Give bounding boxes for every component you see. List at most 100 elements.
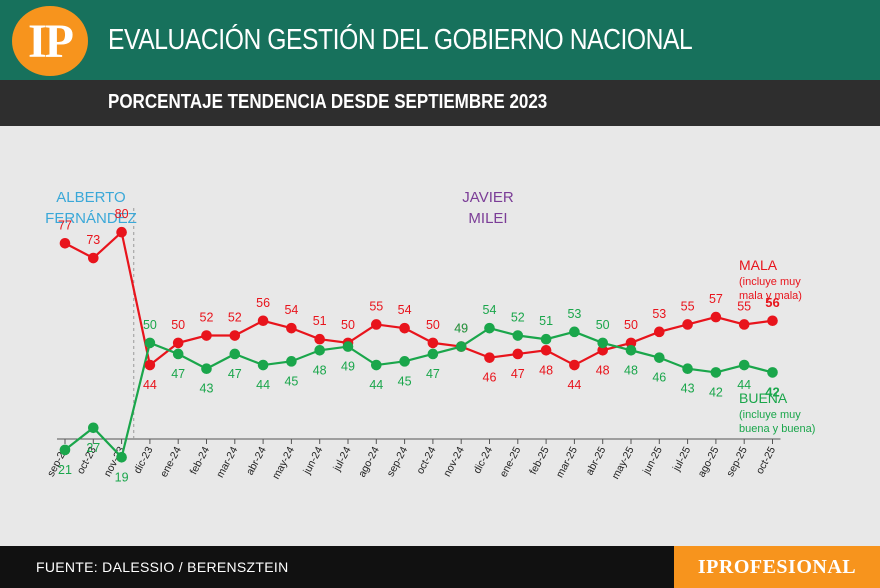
data-point-buena [59,444,71,456]
series-line-mala [64,230,773,367]
data-point-mala [682,319,693,330]
x-tick-label: abr-24 [244,445,269,478]
data-label-buena: 50 [596,318,610,332]
legend-buena-note: (incluye muy [739,409,801,421]
legend-mala-title: MALA [739,257,778,273]
data-point-mala [427,337,439,349]
x-tick-label: mar-25 [554,445,580,480]
x-tick-label: dic-24 [471,445,495,476]
data-label-mala: 73 [86,233,100,247]
data-point-mala [710,311,722,323]
data-label-mala: 50 [341,318,355,332]
data-label-buena: 53 [567,307,581,321]
legend-mala-note: (incluye muy [739,276,801,288]
data-label-mala: 53 [652,307,666,321]
data-point-buena [767,367,778,378]
x-tick-label: sep-25 [724,445,750,479]
data-point-buena [201,363,212,375]
source-text: FUENTE: DALESSIO / BERENSZTEIN [36,559,289,575]
data-point-buena [371,359,382,371]
iprofesional-logo: IP [12,6,88,76]
brand-box: IPROFESIONAL [674,546,880,588]
data-label-mala: 44 [567,378,581,392]
data-point-buena [540,333,552,345]
data-point-mala [172,337,184,349]
data-label-buena: 44 [737,378,751,392]
data-label-buena: 49 [454,322,468,336]
x-tick-label: ago-25 [696,445,722,480]
data-point-buena [229,348,241,360]
data-point-buena [455,341,467,352]
data-label-buena: 51 [539,314,553,328]
data-point-mala [286,322,297,334]
data-point-mala [116,226,127,238]
chart-series-layer [59,226,778,463]
data-point-buena [710,367,722,378]
data-point-buena [597,337,608,349]
data-point-buena [116,451,127,463]
legend-mala-note: mala y mala) [739,290,802,302]
data-point-buena [654,352,665,363]
data-point-buena [738,359,750,371]
data-point-buena [342,341,354,352]
data-label-buena: 48 [313,363,327,377]
data-point-mala [229,330,241,341]
brand-logo-text: IPROFESIONAL [697,555,857,578]
data-label-mala: 55 [369,299,383,313]
data-label-mala: 50 [171,318,185,332]
data-point-mala [512,348,524,360]
page-subtitle: PORCENTAJE TENDENCIA DESDE SEPTIEMBRE 20… [108,91,548,113]
data-label-mala: 47 [511,367,525,381]
x-tick-label: ago-24 [356,445,382,480]
footer-bar: FUENTE: DALESSIO / BERENSZTEIN IPROFESIO… [0,546,880,588]
data-point-buena [569,326,580,338]
legend-buena-note: buena y buena) [739,423,815,435]
data-label-buena: 50 [143,318,157,332]
x-tick-label: may-24 [270,445,297,482]
x-tick-label: feb-25 [527,445,552,477]
data-label-buena: 45 [284,374,298,388]
data-label-buena: 42 [709,385,723,399]
data-label-buena: 43 [681,382,695,396]
data-label-buena: 47 [228,367,242,381]
data-label-mala: 46 [483,371,497,385]
data-point-buena [172,348,184,360]
x-tick-label: abr-25 [584,445,609,478]
data-label-buena: 54 [483,303,497,317]
data-label-buena: 48 [624,363,638,377]
data-point-mala [484,352,495,363]
data-label-buena: 27 [86,441,100,455]
data-point-mala [59,237,71,249]
x-tick-label: mar-24 [214,445,240,480]
data-label-buena: 19 [115,470,129,484]
data-label-buena: 52 [511,311,525,325]
data-label-buena: 45 [398,374,412,388]
chart-label-layer: 77 73 80 44 50 52 52 56 54 51 50 55 54 50 49 46 47 48 44 48… [58,207,815,484]
x-tick-label: nov-24 [441,445,467,479]
data-point-mala [767,315,778,327]
data-point-mala [201,330,212,341]
data-label-mala: 51 [313,314,327,328]
annotation-fernandez: FERNÁNDEZ [45,210,137,227]
x-tick-label: sep-24 [385,445,411,479]
data-point-buena [682,363,693,375]
data-point-mala [371,319,382,330]
chart-annotation-layer: ALBERTO FERNÁNDEZ JAVIER MILEI [45,189,514,227]
data-label-buena: 44 [369,378,383,392]
data-label-mala: 56 [765,295,779,310]
data-label-mala: 44 [143,378,157,392]
data-label-buena: 49 [341,360,355,374]
data-label-mala: 57 [709,292,723,306]
data-label-buena: 47 [426,367,440,381]
data-label-mala: 48 [539,363,553,377]
data-label-mala: 52 [200,311,214,325]
line-chart: sep-23 oct-23 nov-23 dic-23 ene-24 feb-24 mar-… [45,189,815,484]
x-tick-label: ene-25 [498,445,524,480]
data-label-mala: 56 [256,296,270,310]
x-tick-label: jun-25 [640,445,665,477]
data-point-mala [540,344,552,356]
data-label-mala: 54 [398,303,412,317]
data-label-mala: 77 [58,218,72,232]
data-point-buena [512,330,524,341]
data-label-mala: 80 [115,207,129,221]
